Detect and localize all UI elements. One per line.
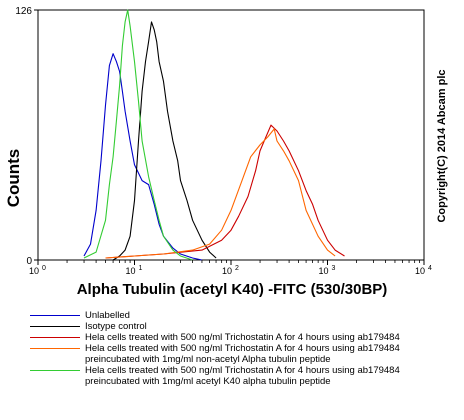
x-tick-exponent: 3 (332, 265, 336, 272)
y-axis-ticks: 0 126 (15, 6, 38, 267)
x-tick-exponent: 1 (139, 265, 143, 272)
x-tick-label: 10 (29, 266, 39, 276)
x-tick-label: 10 (415, 266, 425, 276)
series-line-3 (105, 128, 336, 259)
x-tick-label: 10 (318, 266, 328, 276)
x-tick-label: 10 (222, 266, 232, 276)
series-layer (83, 9, 345, 261)
legend-swatch (30, 370, 80, 371)
legend-swatch (30, 315, 80, 316)
legend-label: Hela cells treated with 500 ng/ml Tricho… (85, 343, 400, 365)
y-tick-label: 0 (26, 256, 32, 267)
legend-item: Hela cells treated with 500 ng/ml Tricho… (30, 332, 462, 343)
legend-swatch (30, 337, 80, 338)
x-axis-label: Alpha Tubulin (acetyl K40) -FITC (530/30… (76, 281, 388, 298)
x-tick-exponent: 0 (42, 265, 46, 272)
copyright-box: Copyright(C) 2014 Abcam plc (432, 70, 452, 223)
x-tick-exponent: 2 (235, 265, 239, 272)
x-tick-label: 10 (125, 266, 135, 276)
legend-label: Hela cells treated with 500 ng/ml Tricho… (85, 365, 400, 387)
series-line-2 (105, 124, 345, 259)
y-tick-label: 126 (15, 6, 32, 17)
x-tick-exponent: 4 (428, 265, 432, 272)
copyright-text: Copyright(C) 2014 Abcam plc (436, 69, 448, 223)
y-axis-label-box: Counts (4, 149, 24, 208)
x-axis-ticks: 10 0 10 1 10 2 10 3 10 4 (29, 260, 432, 276)
legend-swatch (30, 348, 80, 349)
legend-label: Isotype control (85, 321, 147, 332)
plot-frame (37, 9, 425, 261)
y-axis-label: Counts (4, 148, 23, 208)
legend-swatch (30, 326, 80, 327)
legend-label: Unlabelled (85, 310, 130, 321)
series-line-4 (83, 9, 193, 261)
legend-item: Isotype control (30, 321, 462, 332)
legend-label: Hela cells treated with 500 ng/ml Tricho… (85, 332, 400, 343)
series-line-0 (83, 53, 203, 261)
legend-item: Hela cells treated with 500 ng/ml Tricho… (30, 365, 462, 387)
series-line-1 (112, 21, 217, 261)
legend: Unlabelled Isotype control Hela cells tr… (30, 310, 462, 387)
legend-item: Unlabelled (30, 310, 462, 321)
legend-item: Hela cells treated with 500 ng/ml Tricho… (30, 343, 462, 365)
